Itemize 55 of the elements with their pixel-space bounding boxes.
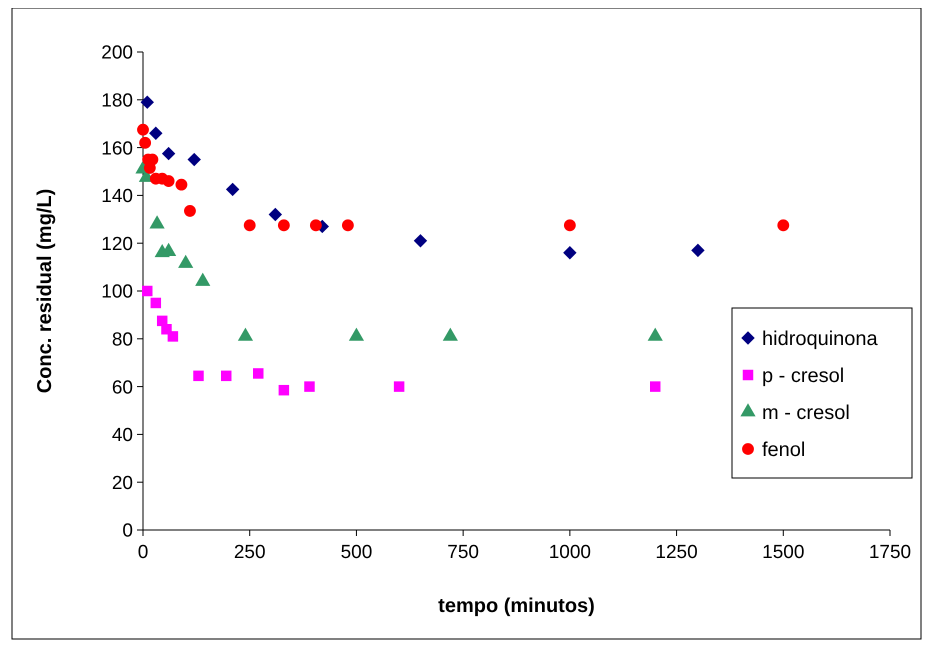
y-tick-label: 40 <box>112 425 133 446</box>
legend-label: p - cresol <box>762 365 844 387</box>
point <box>414 234 428 248</box>
point <box>142 286 153 296</box>
y-tick-label: 20 <box>112 472 133 494</box>
x-tick-label: 500 <box>340 542 372 563</box>
y-tick-label: 120 <box>101 234 133 255</box>
point <box>139 136 152 149</box>
y-tick-label: 100 <box>101 282 133 303</box>
x-tick-label: 1500 <box>762 542 804 563</box>
point <box>226 182 240 196</box>
point <box>162 175 175 187</box>
point <box>268 208 282 222</box>
x-tick-label: 250 <box>234 542 266 563</box>
legend-label: hidroquinona <box>762 328 879 350</box>
y-tick-label: 0 <box>122 520 133 542</box>
point <box>394 381 404 392</box>
point <box>220 370 232 382</box>
x-tick-label: 1250 <box>655 542 698 563</box>
point <box>278 219 290 232</box>
point <box>150 298 162 308</box>
point <box>149 126 163 140</box>
point <box>137 124 149 136</box>
x-tick-label: 1000 <box>548 542 591 563</box>
y-tick-label: 140 <box>101 186 133 208</box>
point <box>162 146 176 160</box>
y-tick-label: 160 <box>101 138 133 160</box>
point <box>304 381 315 392</box>
x-axis-title: tempo (minutos) <box>438 595 595 617</box>
legend-label: m - cresol <box>762 402 850 424</box>
point <box>342 219 354 232</box>
point <box>140 95 154 109</box>
x-tick-label: 0 <box>138 542 148 563</box>
x-tick-label: 750 <box>447 542 479 563</box>
point <box>168 331 178 342</box>
point <box>278 384 290 396</box>
y-axis-title: Conc. residual (mg/L) <box>34 188 56 394</box>
y-tick-label: 60 <box>112 377 133 398</box>
point <box>193 370 204 382</box>
point <box>777 219 790 232</box>
y-tick-label: 200 <box>101 42 133 64</box>
point <box>563 246 577 260</box>
point <box>253 368 264 379</box>
point <box>184 205 196 217</box>
point <box>650 381 660 392</box>
point <box>188 152 201 166</box>
point <box>244 219 256 232</box>
x-tick-label: 1750 <box>868 542 912 563</box>
point <box>691 244 705 258</box>
legend-label: fenol <box>762 439 806 461</box>
point <box>176 178 188 191</box>
point <box>564 219 576 232</box>
y-tick-label: 180 <box>101 90 133 112</box>
point <box>310 219 322 232</box>
y-tick-label: 80 <box>112 329 133 350</box>
